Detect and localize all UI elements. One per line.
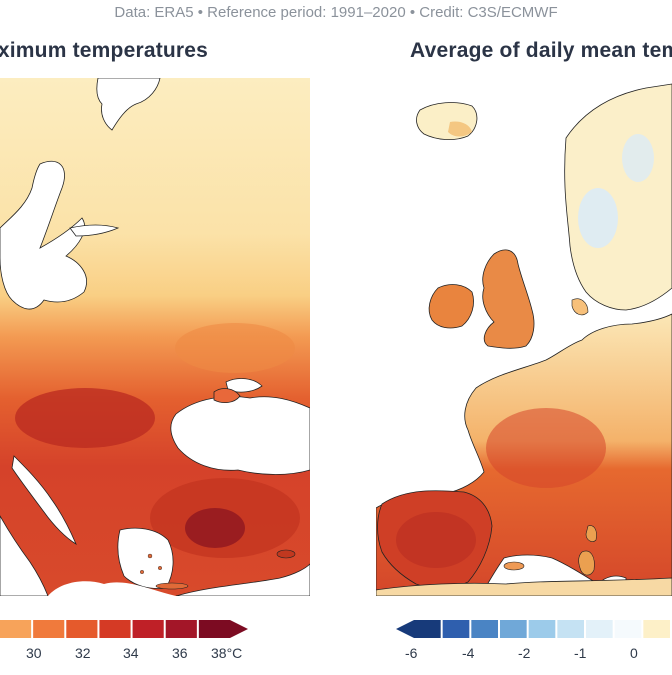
legend-tick: -4 [462, 645, 475, 661]
white-sea [96, 78, 161, 131]
hot-region-balkans [15, 388, 155, 448]
cyprus-island [276, 549, 296, 559]
legend-swatch [0, 620, 32, 638]
legend-swatch [500, 620, 527, 638]
legend-swatch [165, 620, 197, 638]
legend-tick: 30 [26, 645, 42, 661]
iceland-warm-patch [448, 121, 472, 137]
legend-swatches [414, 620, 670, 638]
scandinavia-cool-patch [622, 134, 654, 182]
aegean-island [147, 553, 153, 559]
mediterranean-east [175, 563, 310, 596]
legend-swatch [99, 620, 131, 638]
legend-swatch [132, 620, 164, 638]
legend-swatch [66, 620, 98, 638]
gulf-of-finland [69, 224, 120, 237]
adriatic-sea [11, 455, 77, 545]
mediterranean-sea [48, 581, 176, 596]
sardinia [578, 550, 595, 576]
hot-region-iberia [396, 512, 476, 568]
baltic-sea [0, 160, 87, 310]
tyrrhenian-sea [0, 515, 49, 596]
hot-region-france [486, 408, 606, 488]
legend-tick: 38°C [211, 645, 243, 661]
black-sea [170, 396, 310, 475]
legend-tick: 32 [75, 645, 91, 661]
legend-swatch [414, 620, 441, 638]
data-credit: Data: ERA5 • Reference period: 1991–2020… [114, 4, 558, 21]
max-temperature-map [0, 78, 310, 596]
mean-temperature-map [376, 78, 672, 596]
crimea [213, 388, 241, 404]
legend-swatch [198, 620, 230, 638]
north-africa [376, 577, 672, 596]
great-britain [482, 249, 535, 349]
legend-swatch [528, 620, 556, 638]
max-temperature-legend [0, 620, 248, 638]
left-map-title: aximum temperatures [0, 39, 209, 62]
scandinavia-cool-patch [578, 188, 618, 248]
legend-swatch [557, 620, 584, 638]
legend-arrow-left [396, 620, 414, 638]
denmark [571, 298, 589, 316]
legend-tick: 36 [172, 645, 188, 661]
legend-tick: 0 [630, 645, 638, 661]
warm-region-ukraine [175, 323, 295, 373]
corsica [585, 525, 597, 542]
hot-region-anatolia-core [185, 508, 245, 548]
legend-swatch [586, 620, 613, 638]
legend-tick: -2 [518, 645, 531, 661]
legend-swatch [33, 620, 65, 638]
legend-swatch [442, 620, 470, 638]
right-map-title: Average of daily mean tem [410, 39, 672, 62]
legend-swatch [614, 620, 642, 638]
ireland [428, 284, 474, 329]
aegean-island [157, 566, 162, 571]
legend-swatch [643, 620, 670, 638]
legend-swatches [0, 620, 230, 638]
mean-temperature-legend [396, 620, 670, 638]
legend-tick: -1 [574, 645, 587, 661]
legend-arrow-right [230, 620, 248, 638]
crete-island [155, 582, 189, 590]
aegean-island [139, 570, 144, 575]
legend-swatch [471, 620, 498, 638]
balearic-islands [503, 561, 525, 571]
legend-tick: 34 [123, 645, 139, 661]
legend-tick: -6 [405, 645, 418, 661]
